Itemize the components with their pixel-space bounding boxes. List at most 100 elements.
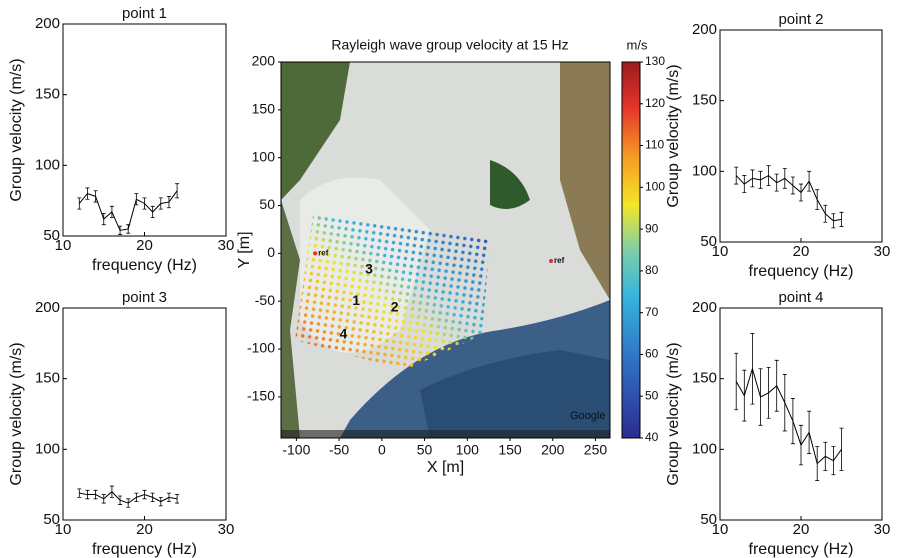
error-bar — [831, 446, 836, 476]
x-tick-label: 150 — [498, 442, 522, 458]
error-bar — [126, 498, 131, 508]
map-annotation: ref — [554, 256, 565, 265]
error-bar — [150, 205, 155, 219]
y-tick-label: 150 — [692, 92, 717, 109]
x-tick-label: 30 — [874, 243, 891, 260]
colorbar-tick-label: 60 — [645, 347, 659, 361]
y-tick-label: 50 — [43, 511, 60, 528]
error-bar — [782, 374, 787, 432]
y-tick-label: 200 — [692, 21, 717, 38]
y-tick-label: 50 — [259, 196, 275, 212]
error-bar — [831, 213, 836, 229]
colorbar-tick-label: 120 — [645, 96, 665, 110]
x-tick-label: -100 — [282, 442, 310, 458]
error-bar — [101, 212, 106, 226]
y-tick-label: 150 — [35, 86, 60, 103]
error-bar — [807, 170, 812, 192]
y-tick-label: 150 — [692, 370, 717, 387]
x-axis-label: frequency (Hz) — [749, 263, 854, 280]
y-tick-label: 50 — [700, 233, 717, 250]
x-tick-label: 250 — [584, 442, 608, 458]
map-annotation: 4 — [339, 325, 347, 341]
error-bar — [790, 398, 795, 445]
error-bar — [799, 183, 803, 202]
colorbar — [621, 61, 641, 439]
map-background — [281, 62, 610, 438]
error-bar — [109, 205, 114, 219]
error-bar — [742, 369, 747, 422]
x-tick-label: 100 — [456, 442, 480, 458]
error-bar — [109, 485, 114, 498]
chart-title: point 3 — [122, 289, 167, 306]
y-tick-label: -100 — [247, 340, 275, 356]
error-bar — [85, 489, 90, 500]
y-tick-label: -50 — [255, 292, 275, 308]
y-tick-label: 100 — [692, 162, 717, 179]
colorbar-tick-label: 110 — [645, 138, 664, 152]
attribution: Google — [570, 410, 605, 422]
x-tick-label: -50 — [329, 442, 349, 458]
x-tick-label: 10 — [712, 521, 729, 538]
y-axis-label: Y [m] — [236, 231, 253, 268]
error-bar — [790, 176, 795, 195]
x-tick-label: 200 — [541, 442, 565, 458]
error-bar — [742, 175, 747, 193]
error-bar — [807, 410, 812, 454]
y-tick-label: -150 — [247, 388, 275, 404]
y-tick-label: 200 — [35, 299, 60, 316]
error-bar — [782, 168, 787, 189]
error-bar — [839, 427, 844, 471]
error-bar — [766, 366, 771, 419]
error-bar — [166, 196, 171, 209]
error-bar — [142, 197, 147, 210]
x-axis-label: frequency (Hz) — [92, 257, 197, 274]
plot-frame — [62, 307, 227, 521]
y-axis-label: Group velocity (m/s) — [8, 58, 25, 201]
colorbar-tick-label: 100 — [645, 180, 665, 194]
error-bar — [750, 169, 755, 188]
error-bar — [774, 173, 779, 192]
x-tick-label: 50 — [417, 442, 433, 458]
ref-marker — [313, 251, 318, 256]
error-bar — [774, 359, 779, 412]
error-bar — [175, 183, 180, 199]
map-annotation: ref — [318, 248, 329, 257]
x-tick-label: 20 — [793, 521, 810, 538]
chart-title: Rayleigh wave group velocity at 15 Hz — [331, 37, 568, 53]
data-line — [735, 174, 842, 222]
error-bar — [77, 488, 82, 498]
y-tick-label: 100 — [252, 148, 276, 164]
x-tick-label: 30 — [218, 237, 235, 254]
error-bar — [85, 187, 90, 200]
map-annotation: 2 — [391, 299, 399, 315]
error-bar — [158, 496, 163, 507]
chart-title: point 1 — [122, 5, 167, 22]
x-tick-label: 10 — [55, 237, 72, 254]
error-bar — [134, 492, 139, 503]
error-bar — [150, 492, 155, 503]
error-bar — [758, 170, 763, 189]
plot-frame — [719, 29, 883, 243]
colorbar-tick-label: 130 — [645, 54, 665, 68]
x-tick-label: 20 — [136, 521, 153, 538]
x-tick-label: 20 — [136, 237, 153, 254]
error-bar — [799, 424, 803, 466]
chart-title: point 4 — [778, 289, 823, 306]
error-bar — [93, 190, 98, 203]
y-tick-label: 100 — [35, 156, 60, 173]
x-axis-label: frequency (Hz) — [92, 541, 197, 558]
colorbar-tick-label: 50 — [645, 388, 659, 402]
error-bar — [750, 333, 755, 405]
error-bar — [175, 494, 180, 504]
y-tick-label: 200 — [35, 15, 60, 32]
ref-marker — [549, 259, 554, 264]
colorbar-tick-label: 80 — [645, 263, 659, 277]
error-bar — [126, 224, 131, 234]
data-line — [735, 367, 842, 465]
y-tick-label: 100 — [35, 440, 60, 457]
x-tick-label: 30 — [218, 521, 235, 538]
error-bar — [93, 489, 98, 500]
y-tick-label: 150 — [35, 370, 60, 387]
error-bar — [839, 211, 844, 227]
